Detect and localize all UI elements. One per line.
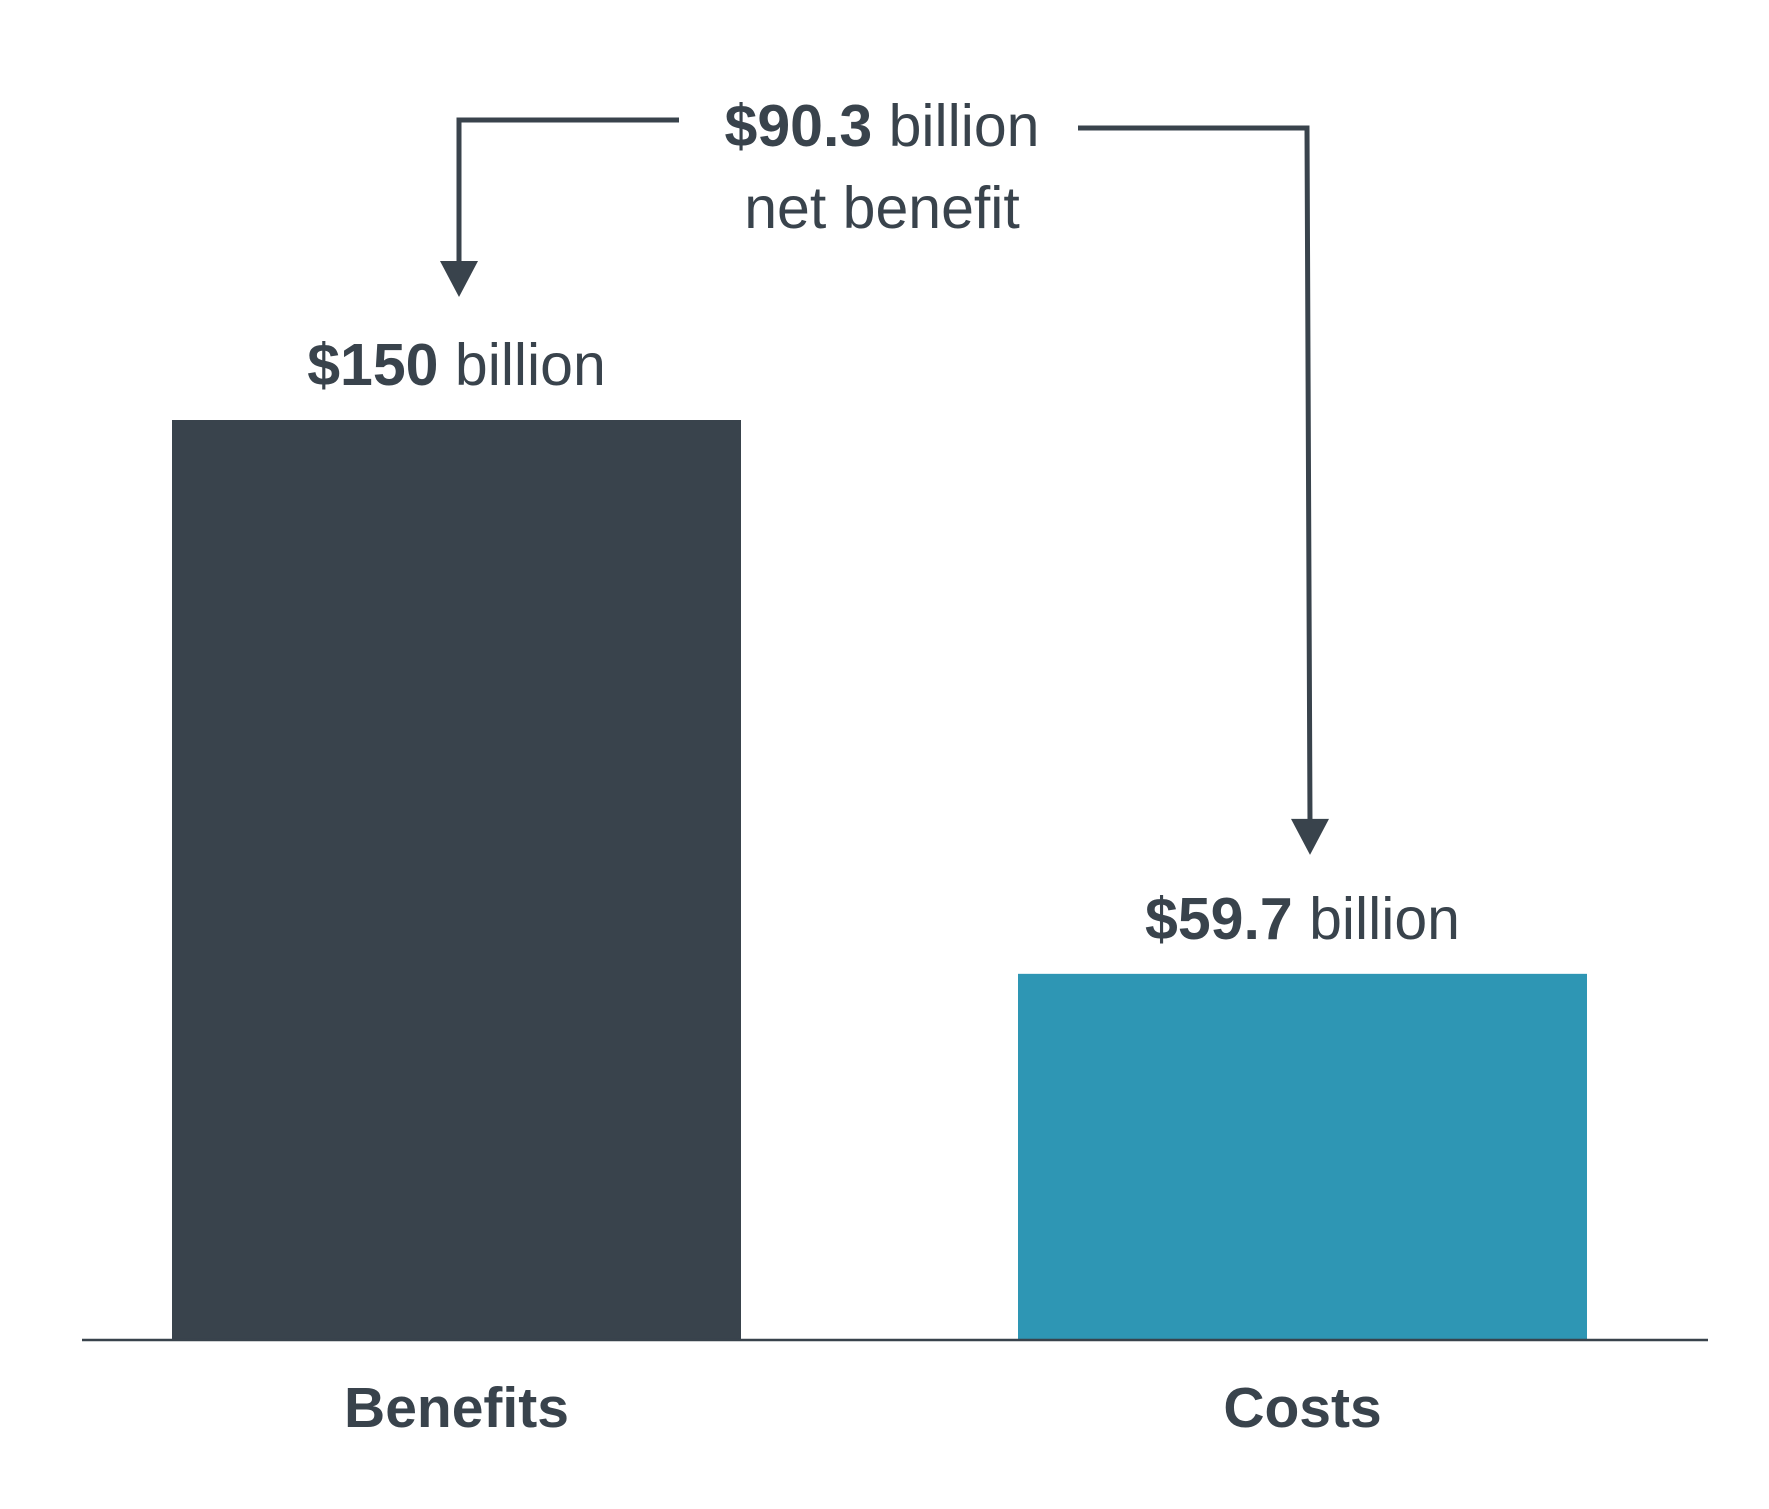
right-arrowhead-icon	[1291, 818, 1329, 855]
category-label-benefits: Benefits	[344, 1376, 569, 1440]
left-connector-line	[456, 117, 679, 265]
net-benefit-annotation-line2: net benefit	[744, 175, 1020, 241]
net-benefit-annotation-line1: $90.3 billion	[725, 93, 1040, 159]
data-label-benefits: $150 billion	[307, 332, 606, 398]
category-label-costs: Costs	[1223, 1376, 1381, 1440]
bar-benefits	[172, 420, 741, 1340]
left-arrowhead-icon	[440, 261, 478, 297]
right-connector-line	[1078, 125, 1313, 823]
bar-costs	[1018, 973, 1587, 1340]
data-label-costs: $59.7 billion	[1145, 886, 1460, 952]
